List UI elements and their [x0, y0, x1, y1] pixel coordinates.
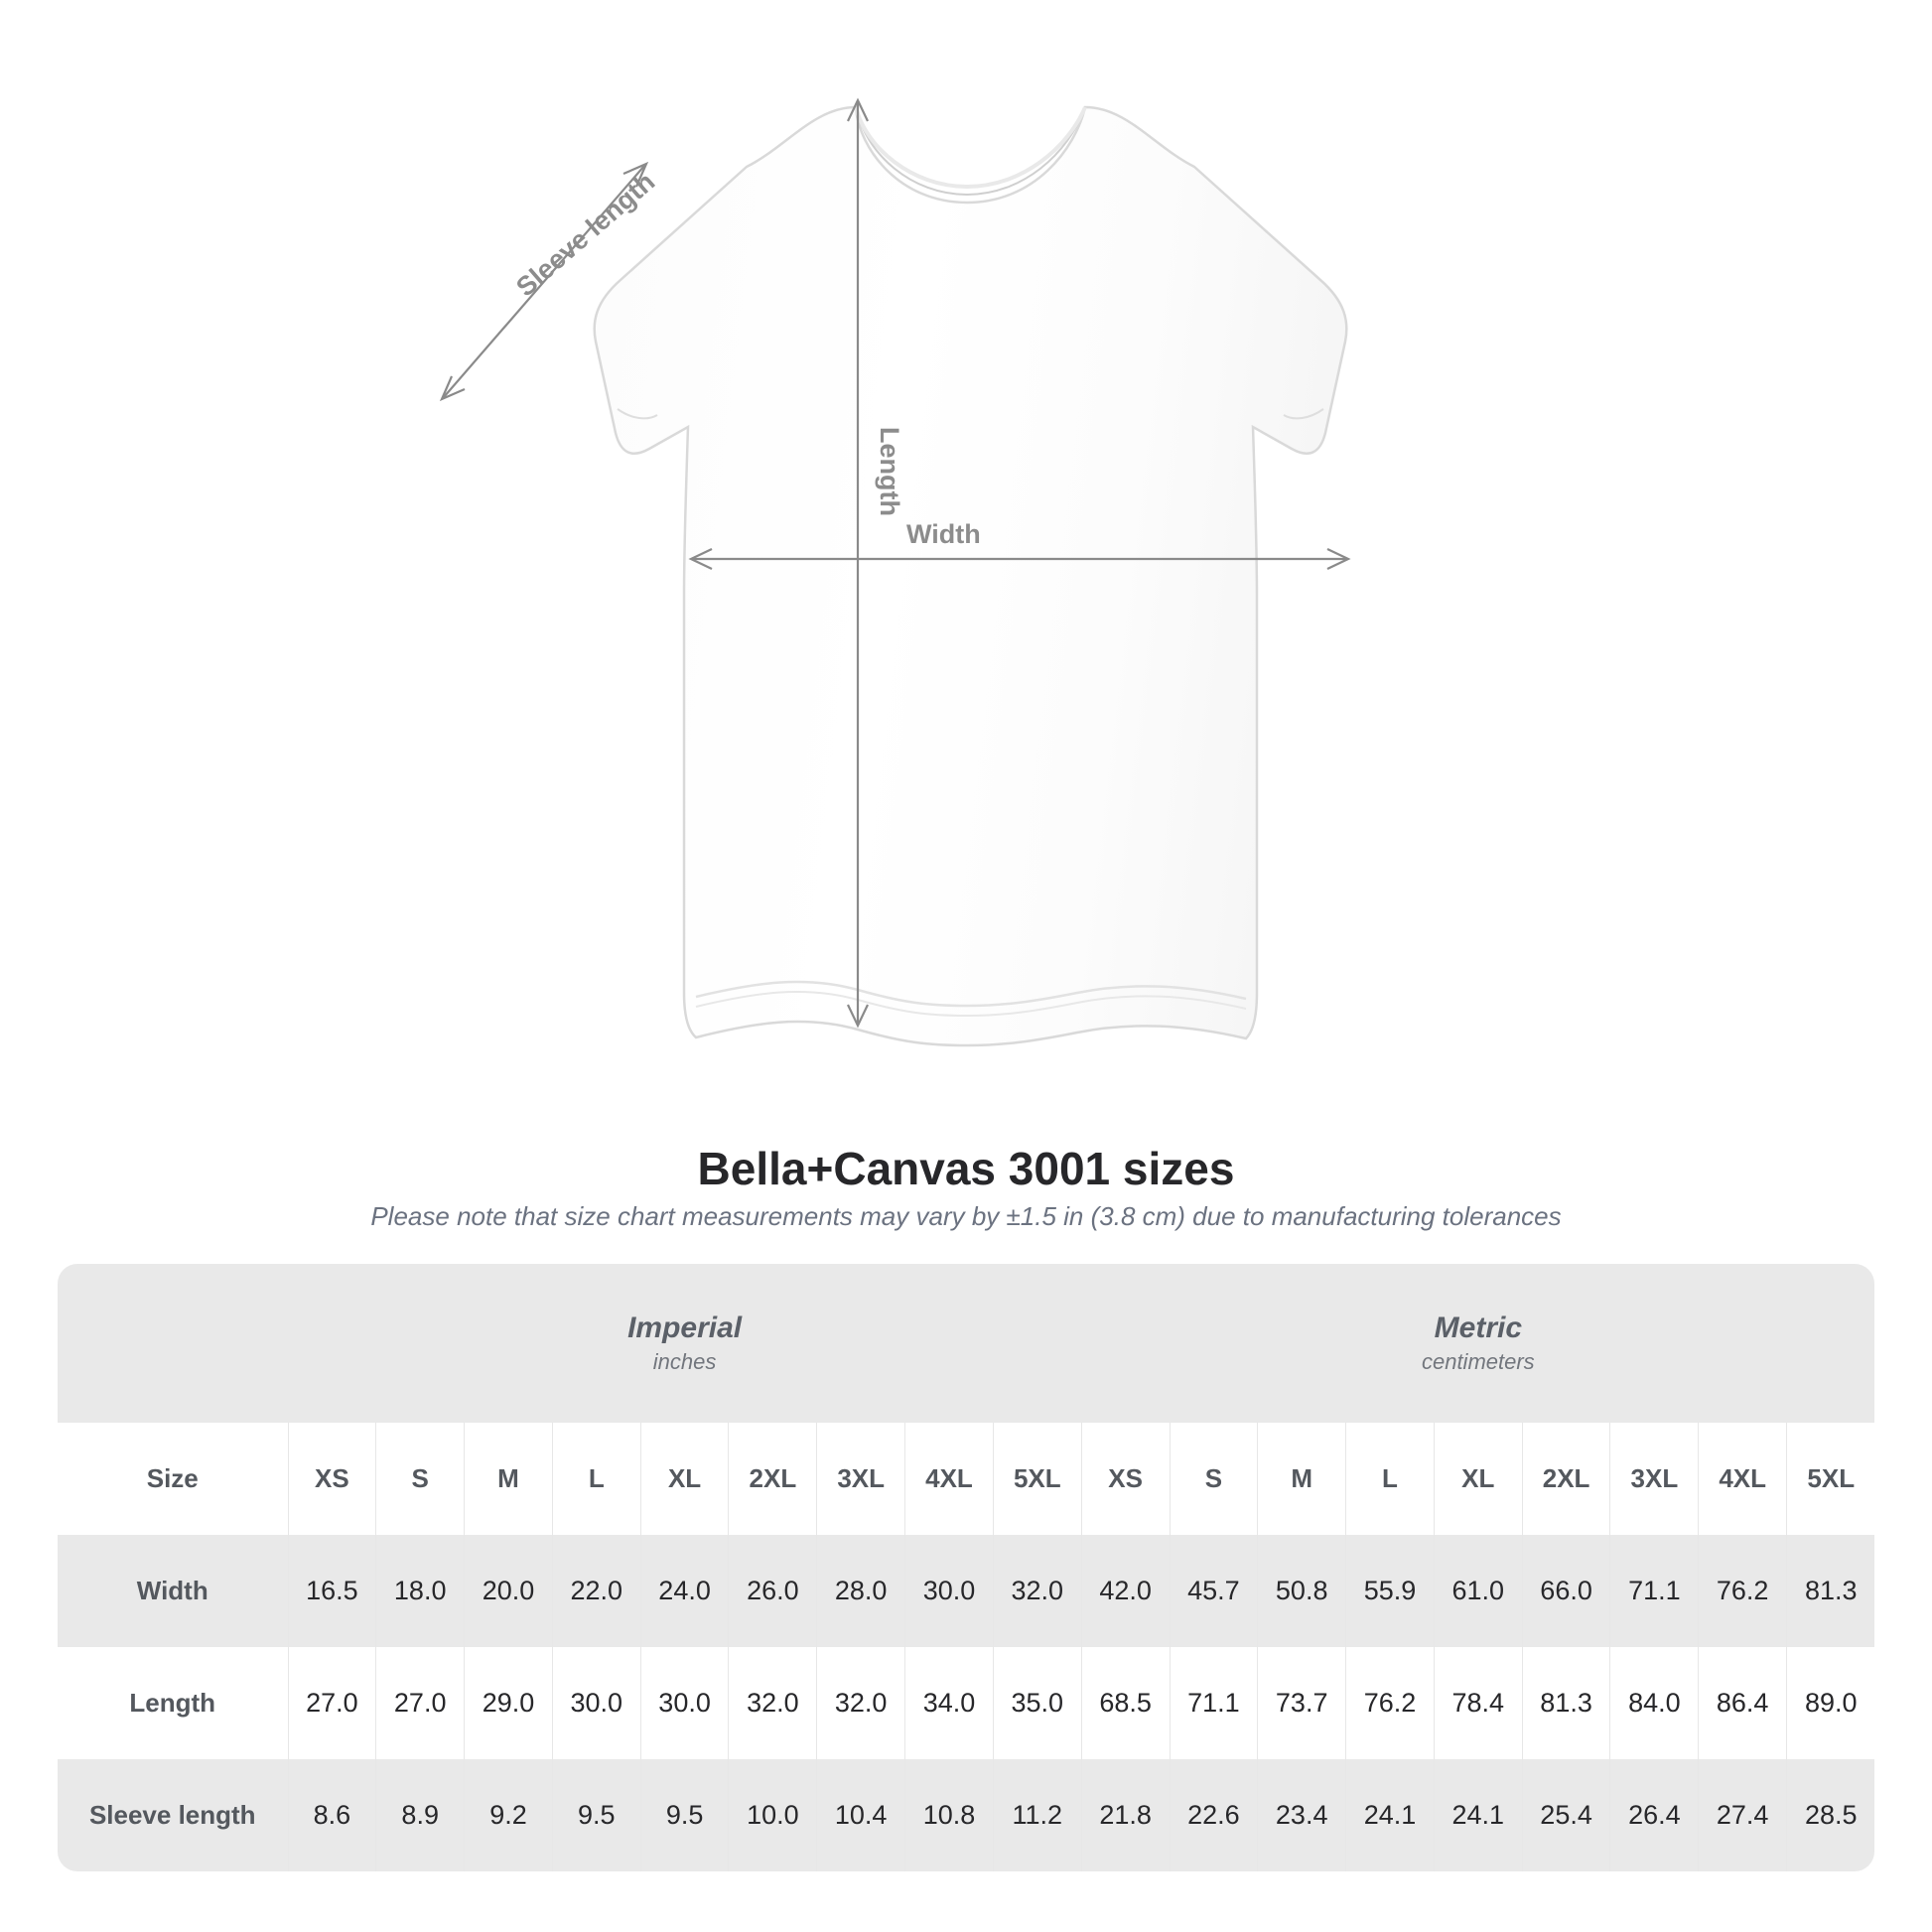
svg-text:Length: Length [875, 427, 904, 516]
svg-text:Width: Width [906, 519, 981, 549]
